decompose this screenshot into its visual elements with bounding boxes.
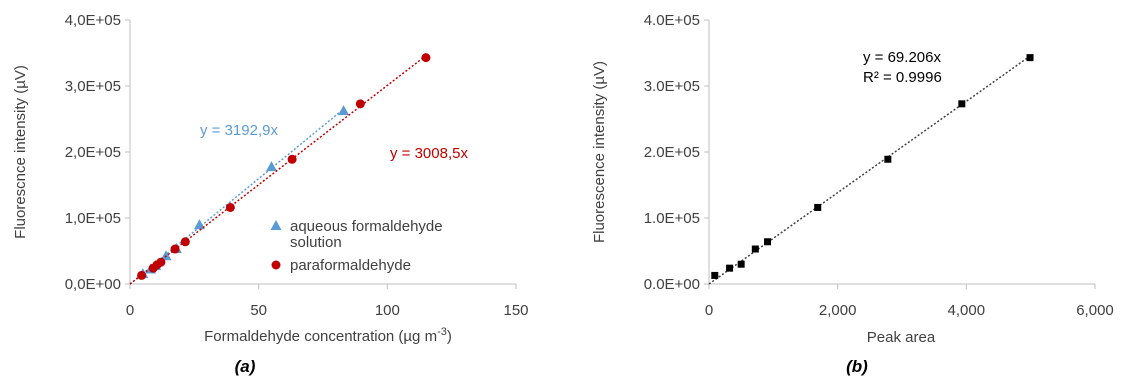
data-point-circle (156, 257, 166, 267)
y-axis-title: Fluorescence intensity (µV) (591, 61, 608, 243)
trendline (708, 55, 1032, 285)
data-point-circle (225, 202, 235, 212)
y-tick-label: 0.0E+00 (644, 276, 700, 293)
legend-marker-circle (271, 260, 281, 270)
x-tick-label: 0 (705, 302, 713, 319)
y-tick-label: 1.0E+05 (644, 210, 700, 227)
trendline-equation: y = 3192,9x (200, 122, 278, 139)
y-tick-label: 0,0E+00 (65, 276, 121, 293)
data-point-circle (170, 244, 180, 254)
data-point-square (711, 271, 719, 279)
x-axis-title-superscript: -3 (437, 326, 447, 338)
data-point-square (814, 203, 822, 211)
x-tick-label: 150 (503, 302, 528, 319)
x-tick-label: 50 (250, 302, 267, 319)
data-point-circle (287, 154, 297, 164)
y-tick-label: 4.0E+05 (644, 12, 700, 29)
data-point-triangle (160, 250, 172, 261)
trendline-equation: y = 69.206x (863, 49, 941, 66)
legend-label: aqueous formaldehyde (290, 218, 443, 235)
data-point-square (726, 264, 734, 272)
data-point-triangle (338, 105, 350, 116)
y-tick-label: 2,0E+05 (65, 144, 121, 161)
r-squared-label: R² = 0.9996 (863, 69, 942, 86)
x-tick-label: 100 (375, 302, 400, 319)
data-point-circle (421, 53, 431, 63)
x-axis-title-end: ) (447, 328, 452, 345)
data-point-triangle (193, 219, 205, 230)
data-point-square (764, 238, 772, 246)
data-point-square (958, 100, 966, 108)
chart-b: 0.0E+00 1.0E+05 2.0E+05 3.0E+05 4.0E+05 0 2,00… (591, 12, 1114, 376)
y-tick-label: 3,0E+05 (65, 78, 121, 95)
y-tick-label: 3.0E+05 (644, 78, 700, 95)
panel-label: (b) (846, 357, 868, 376)
data-point-square (737, 260, 745, 268)
x-tick-label: 0 (126, 302, 134, 319)
data-point-circle (355, 99, 365, 109)
y-tick-label: 4,0E+05 (65, 12, 121, 29)
y-axis-title: Fluorescnce intensity (µV) (12, 65, 29, 239)
x-tick-label: 4,000 (948, 302, 986, 319)
data-point-triangle (266, 161, 278, 172)
panel-label: (a) (235, 357, 256, 376)
trendline-equation: y = 3008,5x (390, 145, 468, 162)
x-axis-title: Formaldehyde concentration (µg m-3) (204, 326, 452, 345)
legend-label: paraformaldehyde (290, 257, 411, 274)
data-point-square (751, 245, 759, 253)
legend-marker-triangle (270, 220, 282, 230)
data-point-circle (137, 270, 147, 280)
x-axis-title-main: Formaldehyde concentration (µg m (204, 328, 437, 345)
x-tick-label: 6,000 (1076, 302, 1114, 319)
x-tick-label: 2,000 (819, 302, 857, 319)
data-point-square (884, 155, 892, 163)
y-tick-label: 2.0E+05 (644, 144, 700, 161)
chart-a: 0,0E+00 1,0E+05 2,0E+05 3,0E+05 4,0E+05 0 50 10… (12, 12, 529, 376)
legend-label: solution (290, 234, 342, 251)
x-axis-title: Peak area (867, 329, 936, 346)
x-axis-title-main: Peak area (867, 329, 936, 346)
data-point-square (1026, 54, 1034, 62)
y-tick-label: 1,0E+05 (65, 210, 121, 227)
data-point-circle (180, 237, 190, 247)
